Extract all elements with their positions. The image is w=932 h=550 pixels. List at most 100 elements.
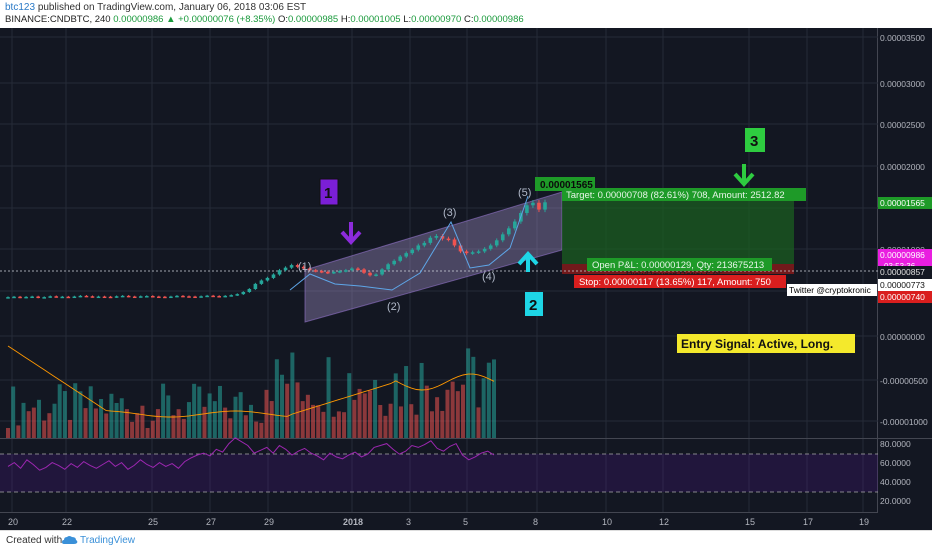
target-label-text: Target: 0.00000708 (82.61%) 708, Amount:…: [566, 190, 785, 201]
candle-body: [114, 296, 119, 298]
volume-bar: [145, 427, 150, 438]
candle-body: [531, 202, 535, 206]
label-box-3: [745, 128, 765, 152]
volume-bar: [336, 411, 341, 438]
low-label: L:: [403, 14, 412, 25]
stop-label-box: [574, 275, 786, 288]
time-label: 12: [659, 517, 669, 527]
candle-body: [151, 296, 155, 298]
wave-label-4: (4): [482, 271, 495, 283]
volume-bar: [233, 396, 238, 438]
wave-label-5: (5): [518, 187, 531, 199]
tradingview-link[interactable]: TradingView: [80, 535, 136, 546]
volume-bar: [249, 404, 253, 438]
peak-price-tag: [535, 177, 595, 191]
publish-info: btc123 published on TradingView.com, Jan…: [5, 2, 306, 13]
volume-bar: [471, 356, 476, 438]
candle-body: [440, 236, 445, 239]
volume-bar: [414, 414, 419, 438]
volume-bar: [409, 404, 414, 438]
author-link[interactable]: btc123: [5, 2, 36, 13]
candle-body: [36, 296, 40, 299]
green-down-arrow-icon: [733, 164, 755, 187]
candle-body: [72, 296, 77, 299]
volume-bar: [238, 392, 243, 438]
candle-body: [193, 296, 197, 299]
badge-current-text: 0.00000986: [880, 250, 925, 260]
candle-body: [404, 253, 409, 257]
volume-bar: [274, 359, 279, 438]
price-tick: 0.00002000: [880, 162, 925, 172]
price-tick: 0.00002500: [880, 120, 925, 130]
volume-bar: [398, 406, 403, 438]
high-label: H:: [340, 14, 351, 25]
volume-bar: [37, 399, 42, 438]
volume-bar: [26, 411, 31, 438]
open-value: 0.00000985: [288, 14, 339, 25]
candle-body: [108, 296, 113, 299]
candle-body: [289, 265, 294, 268]
volume-bar: [140, 405, 145, 438]
rsi-tick: 40.0000: [880, 477, 911, 487]
volume-bar: [124, 409, 129, 438]
volume-bar: [450, 381, 455, 438]
volume-bar: [357, 388, 362, 438]
candle-body: [368, 272, 372, 276]
volume-bar: [114, 402, 119, 438]
candle-body: [350, 268, 354, 271]
volume-bar: [223, 407, 228, 438]
volume-bar: [347, 373, 352, 438]
volume-bar: [21, 402, 26, 438]
time-label: 5: [463, 517, 468, 527]
candle-body: [217, 296, 221, 298]
candle-body: [313, 270, 318, 272]
twitter-label-text: Twitter @cryptokronic: [789, 285, 872, 295]
volume-bar: [445, 389, 450, 438]
candle-body: [48, 296, 53, 298]
high-value: 0.00001005: [350, 14, 401, 25]
candle-body: [199, 296, 203, 298]
time-label: 2018: [343, 517, 363, 527]
badge-stop-text: 0.00000740: [880, 292, 925, 302]
volume-bar: [135, 413, 140, 438]
created-with-text: Created with: [6, 535, 63, 546]
volume-bar: [362, 393, 367, 438]
candle-body: [120, 295, 125, 298]
entry-signal-text: Entry Signal: Active, Long.: [681, 337, 833, 351]
volume-bar: [352, 399, 357, 438]
candle-body: [537, 202, 541, 210]
footer: Created with TradingView: [0, 530, 932, 550]
candle-body: [446, 238, 451, 241]
volume-bar: [130, 421, 135, 438]
volume-bar: [424, 385, 429, 438]
time-label: 29: [264, 517, 274, 527]
volume-tick: -0.00001000: [880, 417, 928, 427]
candle-body: [144, 296, 149, 298]
wave-label-3: (3): [443, 207, 456, 219]
candle-body: [356, 268, 360, 271]
time-axis[interactable]: 20 22 25 27 29 2018 3 5 8 10 12 15 17 19: [8, 517, 869, 527]
volume-bar: [83, 408, 88, 438]
low-value: 0.00000970: [411, 14, 462, 25]
stop-label-text: Stop: 0.00000117 (13.65%) 117, Amount: 7…: [579, 277, 771, 288]
chart-canvas[interactable]: (1) (2) (3) (4) (5) 0.00001565 Target: 0…: [0, 28, 932, 530]
badge-stop: [878, 291, 932, 303]
volume-bar: [176, 409, 181, 438]
volume-bar: [316, 405, 321, 438]
volume-bar: [6, 428, 10, 438]
volume-bar: [228, 418, 233, 438]
badge-line: [878, 266, 932, 278]
purple-down-arrow-icon: [340, 222, 362, 245]
volume-bar: [321, 411, 326, 438]
volume-bar: [388, 403, 393, 438]
badge-pnl-text: 0.00000773: [880, 280, 925, 290]
volume-bar: [192, 383, 197, 438]
candle-body: [54, 296, 59, 298]
volume-bar: [181, 418, 186, 438]
pnl-label-box: [587, 258, 772, 271]
volume-bar: [99, 399, 104, 438]
open-label: O:: [277, 14, 288, 25]
time-label: 19: [859, 517, 869, 527]
candle-body: [169, 296, 173, 299]
symbol-label[interactable]: BINANCE:CNDBTC, 240: [5, 14, 111, 25]
